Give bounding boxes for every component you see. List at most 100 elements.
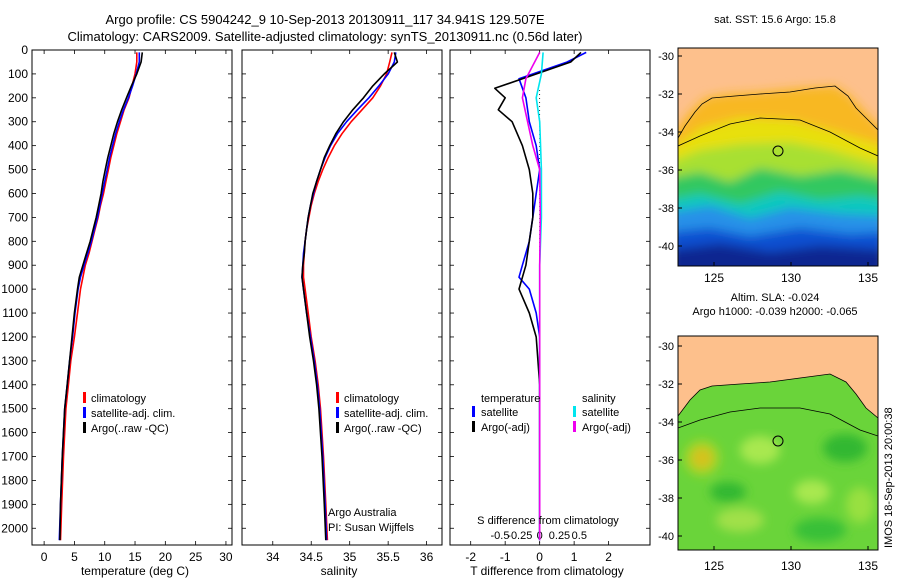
temperature-legend: climatology satellite-adj. clim. Argo(..… [83,392,175,435]
legend-swatch-argo [83,422,86,433]
sst-ytick-label: -34 [658,127,674,139]
sst-ytick-label: -32 [658,89,674,101]
difference-xtick-label: -1 [500,550,511,564]
difference-legend: temperature satellite Argo(-adj) salinit… [472,393,631,434]
legend-label-sal-satellite: satellite [582,407,619,419]
sst-band-navy [678,244,878,266]
sla-map-xticks: 125 130 135 [704,546,878,573]
temperature-xtick-label: 30 [219,550,233,564]
sst-map-field [678,86,878,266]
salinity-series-0 [302,52,393,541]
legend-label-climatology: climatology [91,393,147,405]
depth-tick-label: 400 [8,139,28,153]
sla-blob-light [846,487,874,523]
difference-xtick-label: 0 [536,550,543,564]
sst-map-frame [677,47,879,267]
legend-label-satellite: satellite-adj. clim. [344,408,428,420]
sla-map-yticks: -30 -32 -34 -36 -38 -40 [658,341,682,543]
legend-swatch-sal-argo [573,421,576,432]
sst-contour [678,117,878,157]
sla-blob-warm-halo [684,440,720,476]
sla-map-title-1: Altim. SLA: -0.024 [730,292,820,304]
difference-xtick-label: -2 [465,550,476,564]
sst-ytick-label: -38 [658,203,674,215]
legend-head-salinity: salinity [582,393,616,405]
sla-xtick-label: 125 [704,559,724,573]
depth-tick-label: 1700 [1,450,28,464]
sst-map-title: sat. SST: 15.6 Argo: 15.8 [714,14,836,26]
sst-map-xticks: 125 130 135 [704,262,878,285]
depth-tick-label: 100 [8,67,28,81]
sal-diff-tick-label: -0.25 [507,530,532,542]
legend-swatch-sal-satellite [573,406,576,417]
sla-map [677,335,879,551]
difference-series-3 [521,52,542,541]
sst-coastline [678,85,878,139]
figure-title-line1: Argo profile: CS 5904242_9 10-Sep-2013 2… [105,12,545,27]
sla-contour [678,407,878,437]
temperature-xtick-label: 5 [71,550,78,564]
salinity-note-1: Argo Australia [328,507,397,519]
legend-label-argo: Argo(..raw -QC) [91,423,169,435]
difference-xtick-label: 2 [605,550,612,564]
temperature-series-0 [59,52,138,541]
legend-swatch-temp-argo [472,421,475,432]
sla-blob-dark [823,434,867,462]
salinity-axes [241,49,443,546]
sla-map-sea [678,374,878,550]
temperature-xtick-label: 10 [98,550,112,564]
sla-xtick-label: 130 [781,559,801,573]
legend-label-temp-satellite: satellite [481,407,518,419]
legend-label-temp-argo: Argo(-adj) [481,422,530,434]
sla-blob-light [740,436,780,464]
depth-tick-label: 1000 [1,282,28,296]
salinity-panel-marks: 34 34.5 35 35.5 36 [242,49,442,564]
sal-diff-tick-label: 0.5 [572,530,587,542]
depth-tick-label: 1200 [1,330,28,344]
difference-axes [449,49,651,546]
salinity-xtick-label: 36 [420,550,434,564]
temperature-xlabel: temperature (deg C) [81,564,189,578]
salinity-xtick-label: 34 [266,550,280,564]
depth-tick-label: 1300 [1,354,28,368]
sst-ytick-label: -30 [658,51,674,63]
depth-tick-label: 1100 [2,306,28,320]
salinity-xtick-label: 35.5 [376,550,400,564]
depth-tick-label: 1900 [1,497,28,511]
sla-ytick-label: -30 [658,341,674,353]
temperature-panel-marks: 0100200300400500600700800900100011001200… [1,43,233,564]
sal-diff-tick-label: 0.25 [549,530,570,542]
legend-swatch-climatology [336,392,339,403]
difference-xlabel: T difference from climatology [470,564,624,578]
difference-xtick-label: 1 [571,550,578,564]
depth-tick-label: 300 [8,115,28,129]
salinity-series-2 [301,52,399,541]
sst-argo-marker [772,145,784,157]
legend-label-sal-argo: Argo(-adj) [582,422,631,434]
temperature-xtick-label: 25 [189,550,203,564]
sla-blob-light [716,508,764,532]
sst-ytick-label: -40 [658,241,674,253]
sla-map-blobs [684,434,874,542]
depth-tick-label: 2000 [1,521,28,535]
imos-side-label: IMOS 18-Sep-2013 20:00:38 [883,407,895,548]
depth-tick-label: 700 [8,210,28,224]
sst-ytick-label: -36 [658,165,674,177]
legend-swatch-argo [336,422,339,433]
sla-ytick-label: -38 [658,493,674,505]
sla-map-frame [677,335,879,551]
temperature-xtick-label: 0 [41,550,48,564]
depth-tick-label: 1600 [1,426,28,440]
temperature-xtick-label: 20 [159,550,173,564]
depth-tick-label: 500 [8,163,28,177]
salinity-legend: climatology satellite-adj. clim. Argo(..… [336,392,428,435]
legend-label-climatology: climatology [344,393,400,405]
sla-map-title-2: Argo h1000: -0.039 h2000: -0.065 [692,306,858,318]
legend-swatch-temp-satellite [472,406,475,417]
temperature-axes [31,49,233,546]
sla-ytick-label: -32 [658,379,674,391]
sst-map-yticks: -30 -32 -34 -36 -38 -40 [658,51,682,253]
legend-head-temperature: temperature [481,393,540,405]
sla-blob-dark [710,482,746,502]
